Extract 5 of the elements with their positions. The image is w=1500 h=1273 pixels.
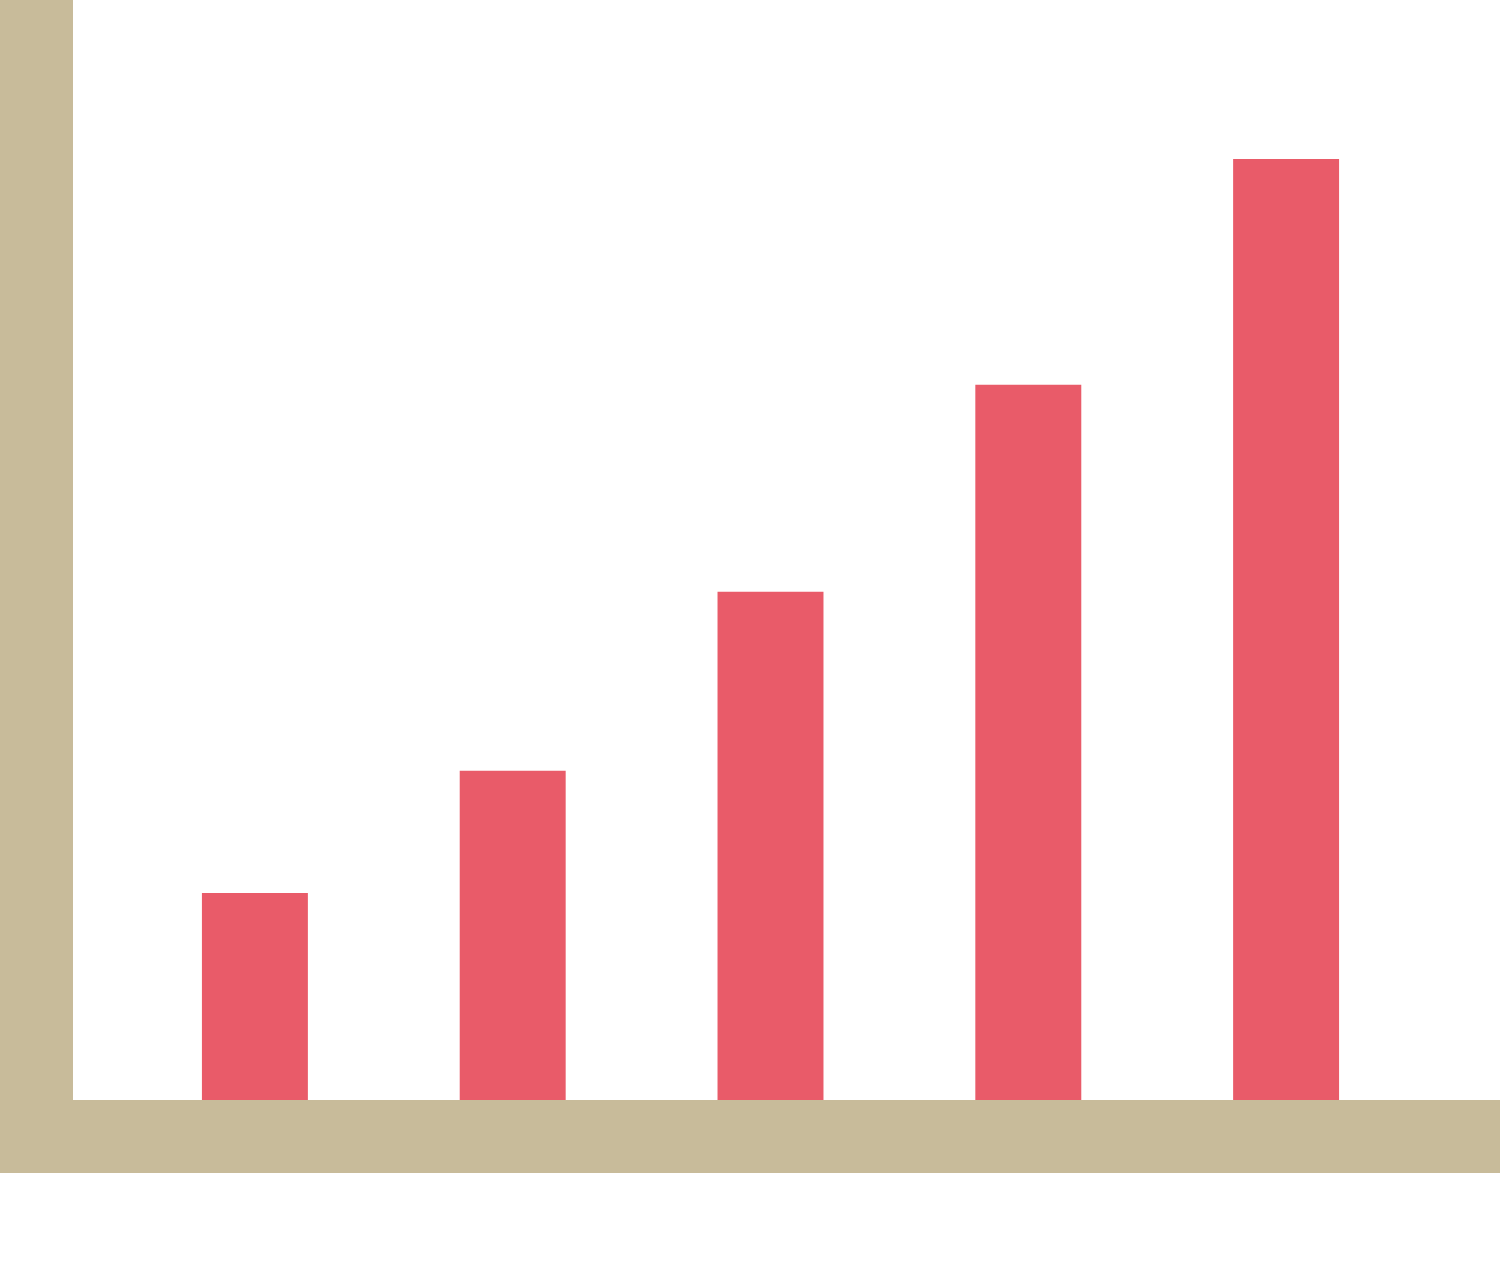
bar bbox=[1233, 159, 1340, 1100]
bar bbox=[201, 892, 308, 1100]
bar bbox=[459, 770, 566, 1100]
bar bbox=[717, 591, 824, 1100]
bar bbox=[975, 384, 1082, 1100]
